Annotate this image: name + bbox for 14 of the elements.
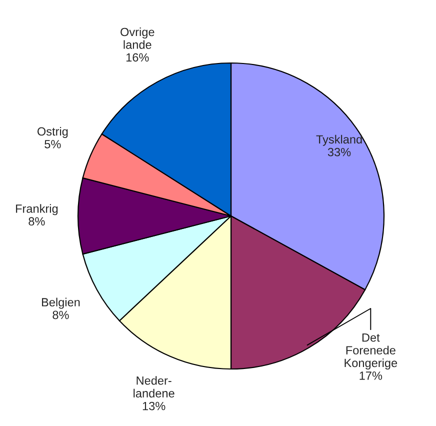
slice-label: Belgien: [42, 298, 80, 309]
data-label: 5%: [44, 140, 61, 148]
data-label: 8%: [28, 217, 45, 226]
data-label: 17%: [360, 372, 382, 380]
slice-label: Frankrig: [16, 204, 58, 216]
data-label: 13%: [142, 402, 166, 410]
slice-label: Ostrig: [37, 126, 68, 138]
slice-label: Neder- landene: [134, 376, 174, 398]
slice-label: Det Forenede Kongerige: [344, 333, 398, 370]
data-label: 33%: [328, 148, 351, 156]
data-label: 8%: [52, 310, 69, 320]
slice-label: Ovrige lande: [120, 28, 154, 49]
data-label: 16%: [126, 53, 149, 62]
slice-label: Tyskland: [316, 134, 362, 146]
